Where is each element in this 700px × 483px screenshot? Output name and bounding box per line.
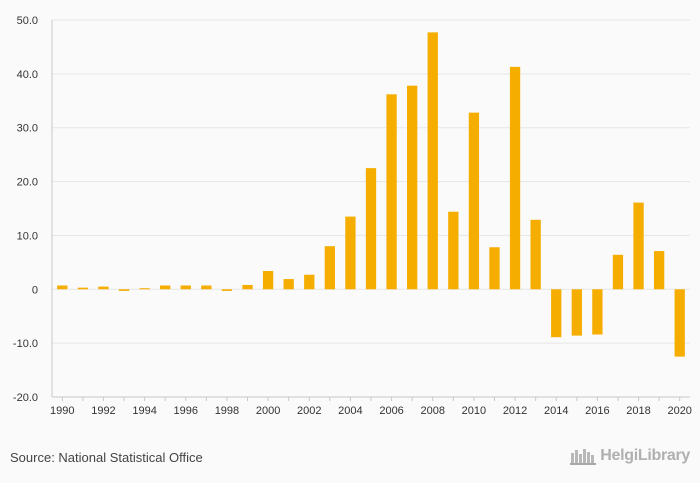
bar-1997[interactable]: [201, 285, 212, 290]
x-tick-label: 2004: [338, 405, 362, 417]
y-tick-label: 30.0: [17, 123, 38, 135]
y-tick-label: 50.0: [17, 15, 38, 27]
bar-1996[interactable]: [180, 285, 191, 290]
bar-1993[interactable]: [118, 289, 130, 291]
library-icon: [570, 449, 597, 465]
bar-2015[interactable]: [571, 289, 582, 336]
bar-1995[interactable]: [160, 285, 171, 290]
bar-2008[interactable]: [427, 32, 438, 290]
x-tick-label: 2014: [544, 405, 568, 417]
bar-2006[interactable]: [386, 94, 397, 290]
bar-2004[interactable]: [345, 216, 356, 290]
x-tick-label: 2000: [256, 405, 280, 417]
bar-2014[interactable]: [551, 289, 562, 338]
x-tick-label: 2002: [297, 405, 321, 417]
bar-2017[interactable]: [612, 254, 624, 290]
x-tick-label: 2008: [420, 405, 444, 417]
x-tick-label: 2010: [462, 405, 486, 417]
bar-2007[interactable]: [407, 85, 418, 290]
y-tick-label: 40.0: [17, 69, 38, 81]
bar-2005[interactable]: [365, 168, 377, 290]
x-tick-labels: 1990 1992 1994 1996 1998 2000 2002 2004 2006 2008…: [50, 405, 692, 417]
source-note: Source: National Statistical Office: [10, 450, 203, 465]
x-tick-label: 1998: [215, 405, 239, 417]
bar-chart: -20.0 -10.0 0 10.0 20.0 30.0 40.0 50.0 1990 1992…: [13, 15, 692, 417]
bar-1990[interactable]: [57, 285, 68, 290]
bar-2012[interactable]: [509, 66, 521, 290]
bar-2002[interactable]: [304, 274, 315, 290]
bar-2001[interactable]: [283, 279, 294, 290]
bars: [57, 32, 685, 357]
y-tick-label: -20.0: [13, 392, 38, 404]
bar-2018[interactable]: [633, 202, 644, 290]
brand-name: HelgiLibrary: [600, 447, 690, 464]
bar-1992[interactable]: [98, 286, 109, 290]
bar-2020[interactable]: [674, 289, 685, 357]
bar-1999[interactable]: [242, 284, 253, 290]
bar-2019[interactable]: [653, 251, 665, 290]
bar-2009[interactable]: [448, 211, 459, 290]
bar-2000[interactable]: [262, 270, 274, 290]
bar-1998[interactable]: [221, 289, 233, 291]
bar-1994[interactable]: [139, 288, 150, 290]
x-tick-label: 2012: [503, 405, 527, 417]
x-tick-label: 1996: [174, 405, 198, 417]
axes: [51, 20, 690, 401]
bar-2013[interactable]: [530, 219, 541, 290]
bar-2010[interactable]: [468, 112, 480, 290]
y-tick-label: 0: [32, 284, 38, 296]
x-tick-label: 1994: [132, 405, 156, 417]
x-tick-label: 1990: [50, 405, 74, 417]
x-tick-label: 2020: [667, 405, 691, 417]
brand-logo[interactable]: HelgiLibrary: [570, 447, 690, 465]
bar-2016[interactable]: [592, 289, 603, 335]
x-tick-label: 2016: [585, 405, 609, 417]
x-tick-label: 2006: [379, 405, 403, 417]
y-tick-labels: -20.0 -10.0 0 10.0 20.0 30.0 40.0 50.0: [13, 15, 38, 404]
bar-2011[interactable]: [489, 247, 500, 290]
y-tick-label: -10.0: [13, 338, 38, 350]
bar-1991[interactable]: [77, 287, 89, 290]
x-tick-label: 1992: [91, 405, 115, 417]
x-tick-label: 2018: [626, 405, 650, 417]
bar-2003[interactable]: [324, 246, 335, 290]
y-tick-label: 20.0: [17, 177, 38, 189]
y-tick-label: 10.0: [17, 230, 38, 242]
